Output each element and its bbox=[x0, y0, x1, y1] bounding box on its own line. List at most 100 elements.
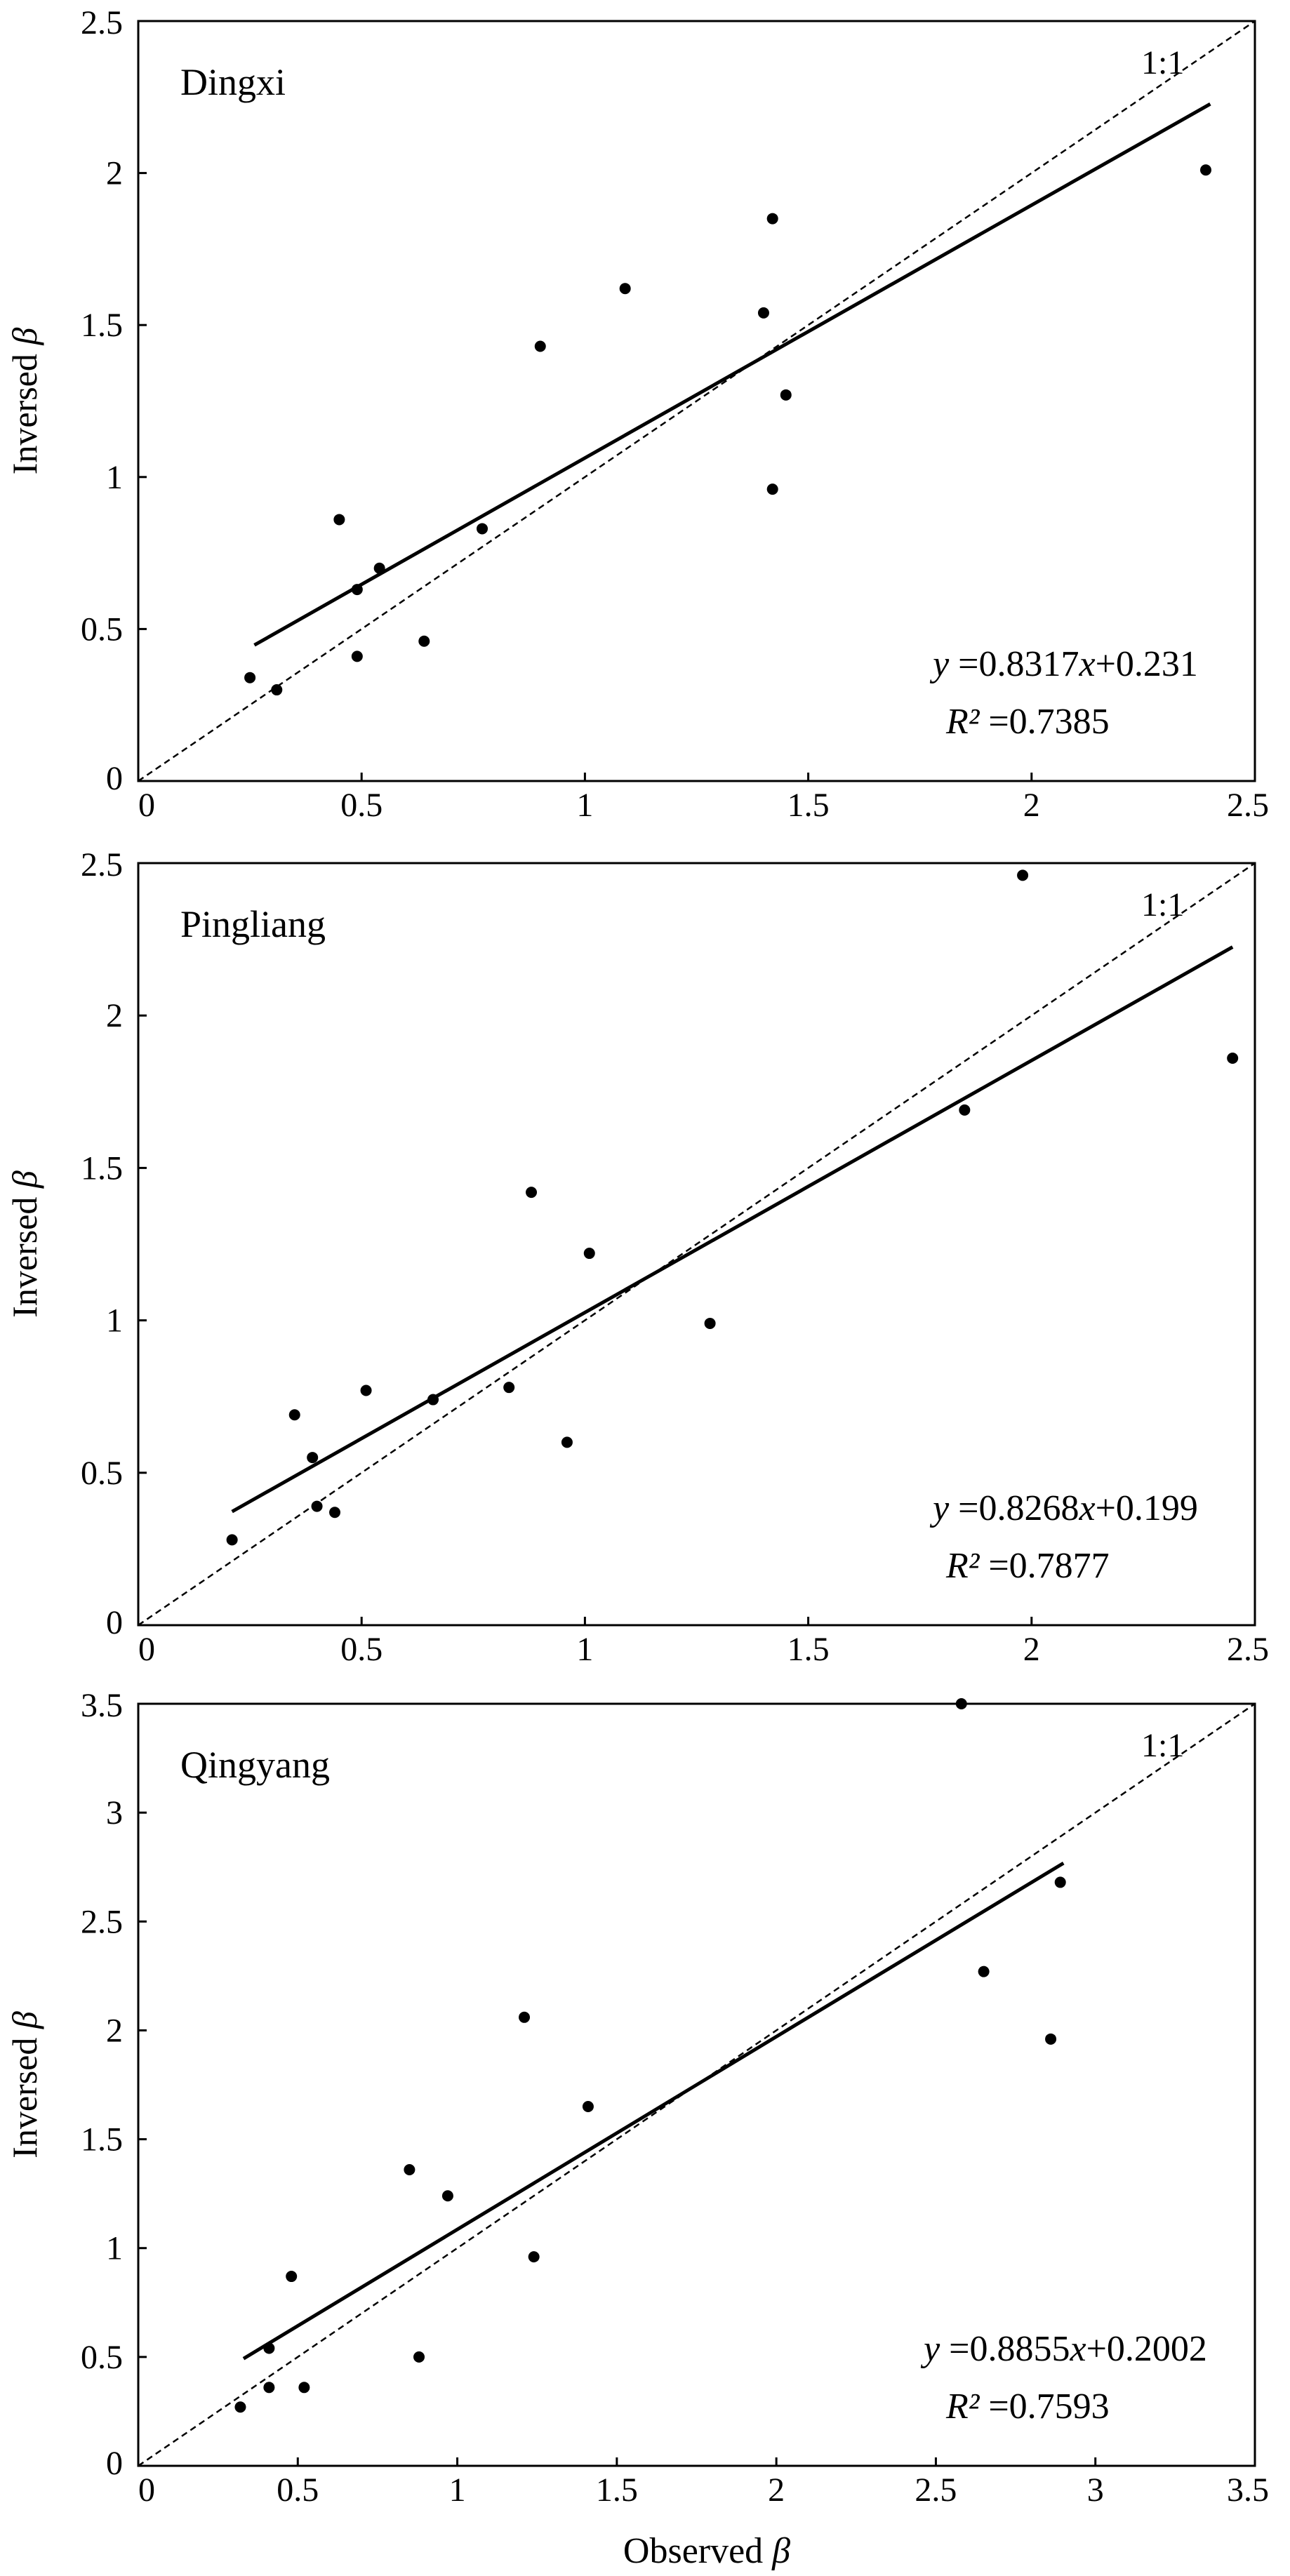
equation-part: =0.8317 bbox=[949, 644, 1079, 684]
regression-equation: y =0.8317x+0.231 bbox=[929, 644, 1198, 684]
data-point bbox=[978, 1966, 990, 1977]
y-tick-label: 1 bbox=[106, 2230, 123, 2267]
equation-part: x bbox=[1070, 2329, 1086, 2369]
data-point bbox=[503, 1382, 515, 1394]
data-point bbox=[526, 1187, 538, 1199]
data-point bbox=[519, 2011, 531, 2023]
y-tick-label: 3.5 bbox=[81, 1687, 123, 1724]
x-tick-label: 1.5 bbox=[787, 1631, 830, 1668]
y-tick-label: 2.5 bbox=[81, 1903, 123, 1940]
data-point bbox=[351, 584, 363, 596]
x-tick-label: 2 bbox=[1023, 1631, 1040, 1668]
data-point bbox=[404, 2164, 415, 2176]
r-squared: R² =0.7593 bbox=[945, 2387, 1110, 2427]
r-squared: R² =0.7877 bbox=[945, 1546, 1110, 1586]
site-label: Pingliang bbox=[180, 903, 326, 945]
x-tick-label: 0 bbox=[138, 787, 155, 824]
plot-frame bbox=[137, 1702, 1256, 2467]
y-axis-label-symbol: β bbox=[5, 2011, 44, 2029]
x-tick-label: 3.5 bbox=[1227, 2471, 1269, 2509]
data-point bbox=[441, 2190, 453, 2202]
equation-part: y bbox=[920, 2329, 940, 2369]
y-tick-label: 2.5 bbox=[81, 4, 123, 41]
data-point bbox=[582, 2101, 594, 2113]
y-tick-label: 0.5 bbox=[81, 610, 123, 648]
x-tick-label: 1 bbox=[449, 2471, 466, 2509]
data-point bbox=[528, 2251, 540, 2263]
one-to-one-label: 1:1 bbox=[1141, 886, 1184, 923]
equation-part: y bbox=[929, 1488, 950, 1528]
x-tick-label: 1.5 bbox=[596, 2471, 638, 2509]
data-point bbox=[427, 1394, 439, 1406]
equation-part: =0.8268 bbox=[949, 1488, 1079, 1528]
data-point bbox=[477, 523, 488, 535]
data-point bbox=[704, 1317, 716, 1329]
data-point bbox=[1227, 1053, 1239, 1065]
x-tick-label: 2.5 bbox=[1227, 1631, 1269, 1668]
one-to-one-line bbox=[138, 20, 1256, 782]
data-point bbox=[311, 1500, 323, 1512]
data-point bbox=[271, 684, 283, 696]
x-tick-label: 0.5 bbox=[340, 1631, 383, 1668]
data-point bbox=[561, 1436, 573, 1448]
y-tick-label: 1 bbox=[106, 459, 123, 496]
data-point bbox=[244, 672, 256, 683]
x-tick-label: 1 bbox=[576, 1631, 593, 1668]
data-point bbox=[329, 1507, 341, 1519]
y-axis-label-prefix: Inversed bbox=[5, 2029, 44, 2158]
x-tick-label: 2 bbox=[768, 2471, 785, 2509]
y-axis-label: Inversed β bbox=[5, 328, 44, 475]
x-tick-label: 3 bbox=[1087, 2471, 1104, 2509]
data-point bbox=[1045, 2033, 1057, 2045]
x-axis-label-symbol: β bbox=[771, 2531, 790, 2571]
r-squared-label: R² bbox=[945, 702, 980, 742]
y-tick-label: 1 bbox=[106, 1302, 123, 1340]
data-point bbox=[263, 2382, 275, 2394]
regression-equation: y =0.8268x+0.199 bbox=[929, 1488, 1198, 1528]
y-tick-label: 0.5 bbox=[81, 2339, 123, 2376]
x-axis-label-prefix: Observed bbox=[623, 2531, 772, 2571]
data-point bbox=[1199, 164, 1211, 176]
shared-x-axis-label: Observed β bbox=[623, 2531, 790, 2571]
y-axis-label-prefix: Inversed bbox=[5, 1188, 44, 1318]
y-tick-label: 0 bbox=[106, 760, 123, 797]
equation-part: +0.2002 bbox=[1086, 2329, 1207, 2369]
y-tick-label: 1.5 bbox=[81, 2121, 123, 2158]
data-point bbox=[955, 1698, 967, 1709]
y-axis-label-symbol: β bbox=[5, 328, 44, 346]
data-point bbox=[1054, 1876, 1066, 1888]
site-label: Qingyang bbox=[180, 1744, 330, 1786]
y-tick-label: 0 bbox=[106, 1604, 123, 1641]
data-point bbox=[373, 562, 385, 574]
data-point bbox=[307, 1452, 319, 1464]
y-axis-label-symbol: β bbox=[5, 1170, 44, 1189]
x-tick-label: 1.5 bbox=[787, 787, 830, 824]
y-tick-label: 2 bbox=[106, 2012, 123, 2049]
r-squared: R² =0.7385 bbox=[945, 702, 1110, 742]
data-point bbox=[226, 1534, 238, 1546]
x-tick-label: 2.5 bbox=[1227, 787, 1269, 824]
one-to-one-label: 1:1 bbox=[1141, 1727, 1184, 1764]
chart-panel-pingliang: 0 0.5 1 1.5 2 2.5 0 0.5 1 1.5 2 2.5 Inversed β 1:1 Pin… bbox=[5, 846, 1269, 1668]
x-tick-label: 0 bbox=[138, 2471, 155, 2509]
data-point bbox=[583, 1248, 595, 1260]
x-tick-label: 0.5 bbox=[277, 2471, 319, 2509]
equation-part: y bbox=[929, 644, 950, 684]
x-tick-label: 1 bbox=[576, 787, 593, 824]
r-squared-value: =0.7877 bbox=[979, 1546, 1109, 1586]
y-axis-label: Inversed β bbox=[5, 1170, 44, 1318]
regression-line bbox=[231, 945, 1234, 1514]
chart-panel-dingxi: 0 0.5 1 1.5 2 2.5 0 0.5 1 1.5 2 2.5 Inversed β 1:1 Din… bbox=[5, 4, 1269, 824]
data-point bbox=[959, 1104, 971, 1116]
equation-part: x bbox=[1079, 1488, 1096, 1528]
data-point bbox=[234, 2401, 246, 2413]
regression-equation: y =0.8855x+0.2002 bbox=[920, 2329, 1207, 2369]
data-point bbox=[757, 307, 769, 319]
one-to-one-label: 1:1 bbox=[1141, 44, 1184, 81]
data-point bbox=[286, 2271, 298, 2283]
data-point bbox=[298, 2382, 310, 2394]
equation-part: =0.8855 bbox=[940, 2329, 1070, 2369]
data-point bbox=[360, 1384, 372, 1396]
